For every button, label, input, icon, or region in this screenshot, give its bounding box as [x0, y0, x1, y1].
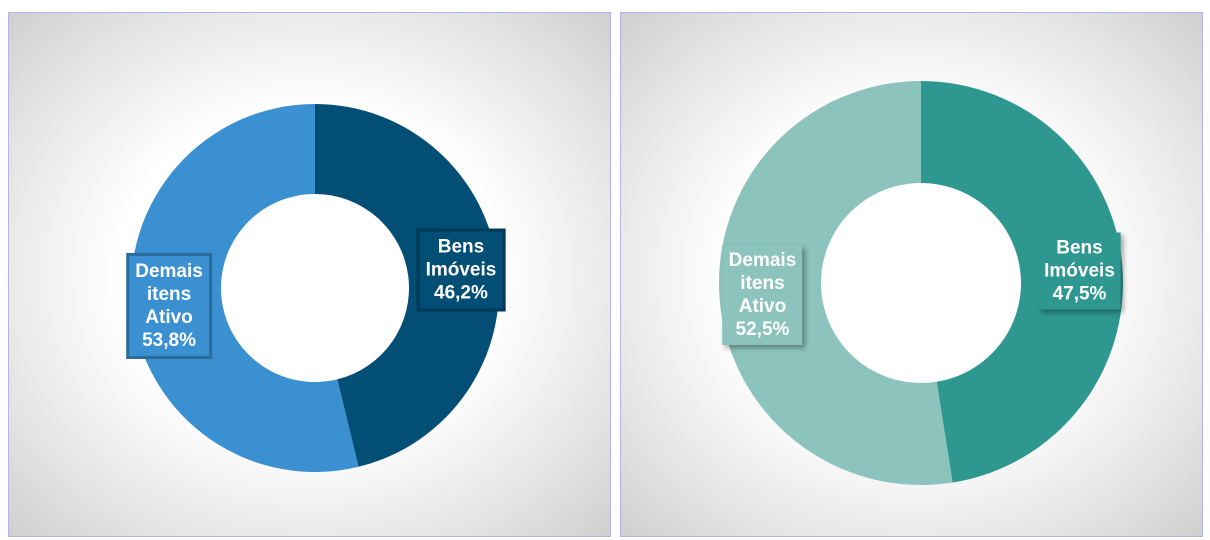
chart-panel: Bens Imóveis 46,2% Demais itens Ativo 53,8%	[8, 12, 611, 537]
value-label: 46,2%	[434, 282, 488, 304]
donut-segment	[921, 81, 1123, 483]
category-label: Bens Imóveis	[1044, 237, 1115, 282]
category-label: Bens Imóveis	[425, 236, 497, 281]
category-label: Demais itens Ativo	[135, 260, 203, 328]
data-label: Bens Imóveis 46,2%	[416, 228, 506, 312]
value-label: 52,5%	[735, 319, 790, 341]
chart	[131, 104, 500, 472]
donut-segment	[131, 104, 359, 472]
donut-segment	[718, 81, 953, 485]
chart-panel: Bens Imóveis 47,5% Demais itens Ativo 52,5%	[620, 12, 1203, 537]
data-label: Demais itens Ativo 53,8%	[126, 252, 212, 359]
donut-segment	[315, 104, 500, 467]
data-label: Bens Imóveis 47,5%	[1038, 232, 1121, 310]
chart	[718, 81, 1123, 485]
category-label: Demais itens Ativo	[728, 250, 797, 318]
data-label: Demais itens Ativo 52,5%	[722, 245, 803, 346]
value-label: 53,8%	[142, 329, 196, 351]
value-label: 47,5%	[1052, 283, 1107, 305]
